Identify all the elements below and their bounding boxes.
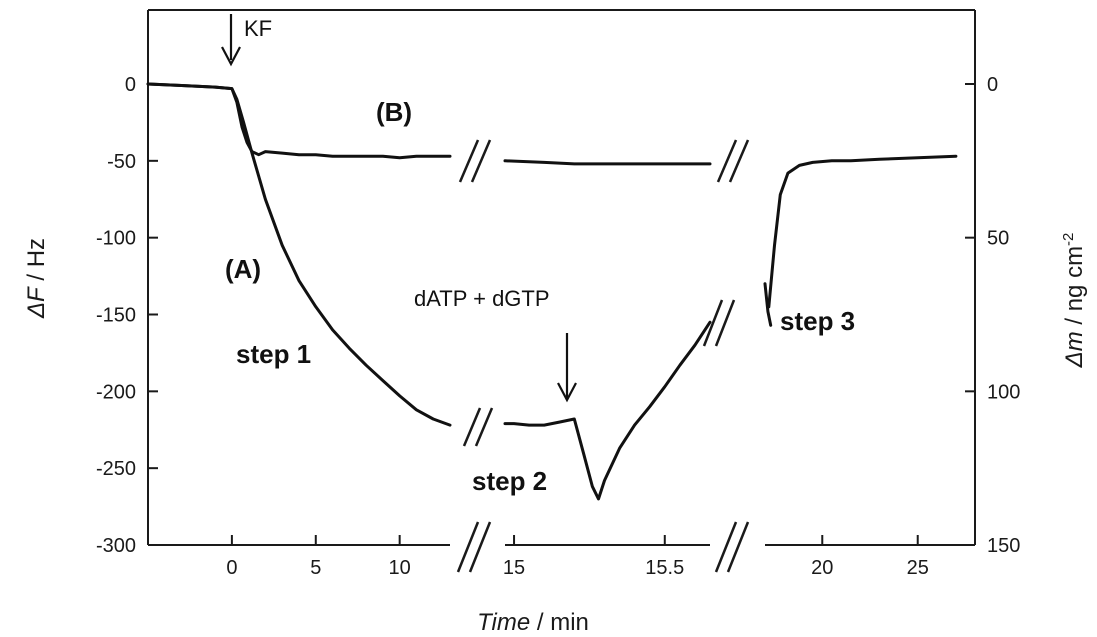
left-axis-title: ΔF / Hz	[23, 238, 50, 319]
x-tick-label-0-1: 5	[310, 557, 321, 579]
right-tick-label-3: 150	[987, 535, 1020, 557]
left-tick-label-4: -200	[96, 381, 136, 403]
step2-label: step 2	[472, 466, 547, 496]
right-axis-title-sup: -2	[1060, 233, 1077, 246]
break-mark-a-2b	[714, 299, 736, 347]
kf-label: KF	[244, 16, 272, 41]
left-tick-label-6: -300	[96, 535, 136, 557]
series-layer	[146, 82, 958, 501]
x-tick-label-0-2: 10	[389, 557, 411, 579]
curve-b-label: (B)	[376, 97, 412, 127]
break-mark-b-2b	[728, 139, 750, 183]
dntp-arrow	[557, 333, 577, 403]
curve-a-label: (A)	[225, 254, 261, 284]
x-tick-label-2-0: 20	[811, 557, 833, 579]
break-mark-bottom-1b	[468, 521, 492, 573]
kf-arrow	[221, 14, 241, 67]
series-b-line-2	[767, 154, 958, 309]
break-mark-bottom-1a	[456, 521, 480, 573]
break-mark-b-2a	[716, 139, 738, 183]
x-tick-label-1-0: 15	[503, 557, 525, 579]
break-mark-a-1a	[462, 407, 482, 447]
left-tick-label-3: -150	[96, 305, 136, 327]
step1-label: step 1	[236, 339, 311, 369]
break-mark-a-2a	[702, 299, 724, 347]
x-axis: 0 5 10 15 15.5 20 25	[226, 535, 929, 579]
right-tick-label-2: 100	[987, 381, 1020, 403]
kf-arrow-head	[221, 46, 241, 67]
break-mark-b-1a	[458, 139, 480, 183]
x-axis-title-italic: Time	[477, 609, 530, 636]
series-b-line-0	[146, 82, 452, 160]
right-y-axis: 0 50 100 150	[965, 74, 1020, 557]
x-tick-label-0-0: 0	[226, 557, 237, 579]
x-tick-label-1-1: 15.5	[645, 557, 684, 579]
axis-break-marks	[456, 139, 750, 573]
step3-label: step 3	[780, 306, 855, 336]
right-tick-label-1: 50	[987, 228, 1009, 250]
break-mark-bottom-2a	[714, 521, 738, 573]
break-mark-a-1b	[474, 407, 494, 447]
series-b-line-1	[503, 159, 712, 166]
left-tick-label-1: -50	[107, 151, 136, 173]
right-axis-title-unit: / ng cm	[1061, 246, 1088, 331]
left-axis-title-italic: ΔF	[23, 286, 50, 319]
right-tick-label-0: 0	[987, 74, 998, 96]
right-axis-title-italic: Δm	[1061, 331, 1088, 368]
series-a-line-1	[503, 320, 712, 501]
left-axis-title-unit: / Hz	[23, 238, 50, 287]
break-mark-bottom-2b	[726, 521, 750, 573]
x-tick-label-2-1: 25	[907, 557, 929, 579]
series-a-line-0	[146, 82, 452, 427]
dntp-label: dATP + dGTP	[414, 286, 550, 311]
break-mark-b-1b	[470, 139, 492, 183]
left-tick-label-5: -250	[96, 458, 136, 480]
series-a-line-2	[763, 282, 773, 327]
chart-frame	[147, 9, 976, 546]
x-axis-title-unit: / min	[530, 609, 589, 636]
x-axis-title: Time / min	[477, 609, 589, 636]
left-tick-label-0: 0	[125, 74, 136, 96]
left-tick-label-2: -100	[96, 228, 136, 250]
dntp-arrow-head	[557, 382, 577, 403]
right-axis-title: Δm / ng cm-2	[1060, 233, 1088, 369]
left-y-axis: 0 -50 -100 -150 -200 -250 -300	[96, 74, 158, 557]
